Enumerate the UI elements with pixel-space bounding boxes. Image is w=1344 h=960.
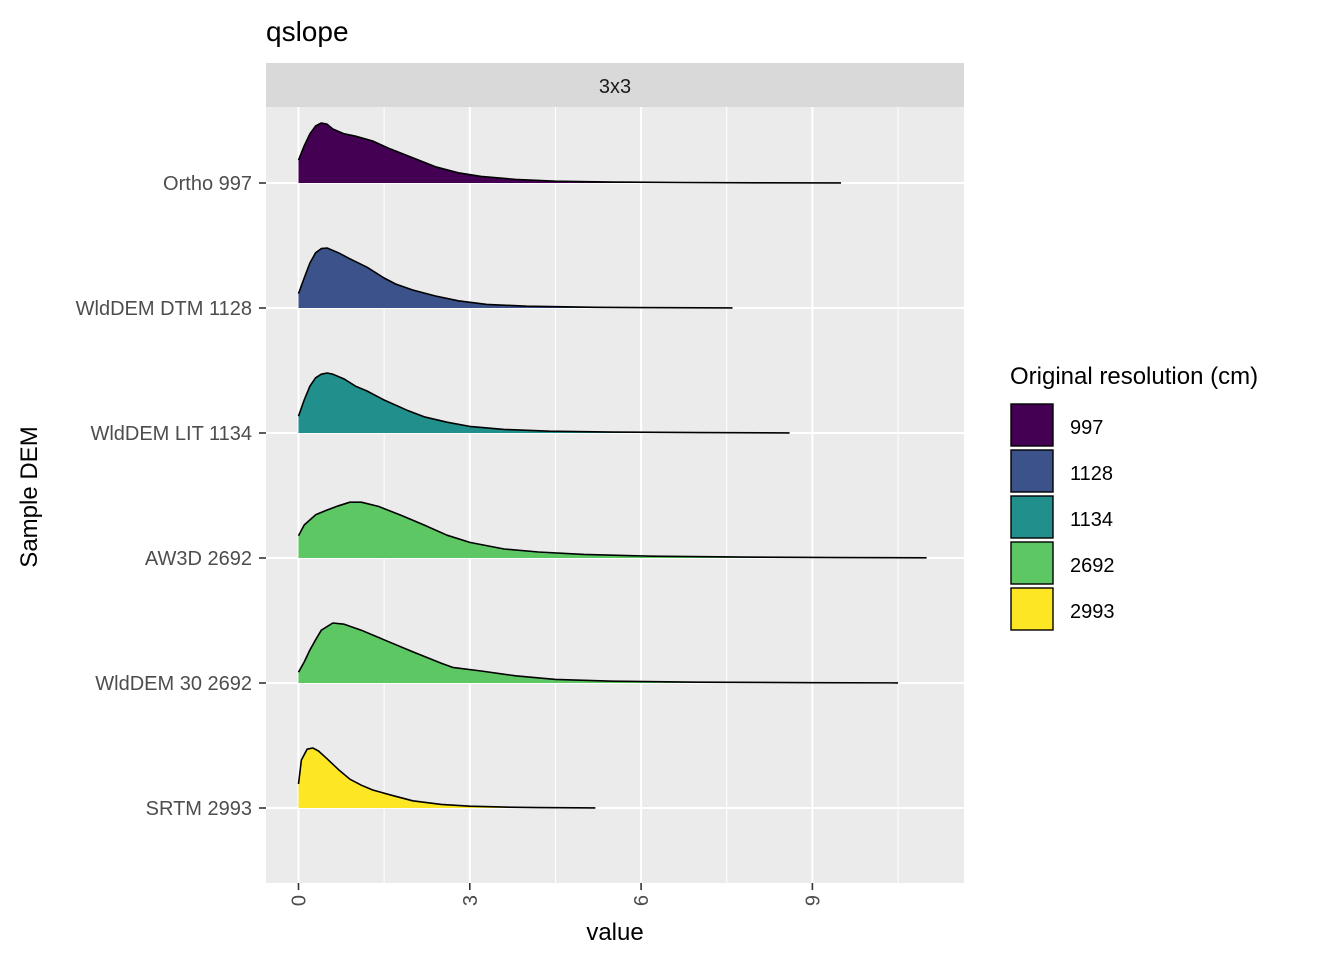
legend-label: 2692 [1070,555,1115,577]
ridge-outline [297,622,899,684]
ridge-outline [297,247,733,309]
x-tick-label: 6 [631,895,653,906]
ridge-outline [297,501,927,559]
legend-label: 1128 [1070,463,1113,485]
legend-label: 997 [1070,417,1103,439]
legend-items: 997 1128 1134 2692 2993 [1010,403,1115,631]
ridge-outline [297,747,596,809]
ridge-fill [298,748,596,808]
legend: Original resolution (cm) 997 1128 1134 2692… [1010,363,1258,631]
ridge-fill [298,623,899,683]
x-tick-label: 9 [802,895,824,906]
y-tick-label: WldDEM LIT 1134 [90,423,252,445]
legend-label: 1134 [1070,509,1113,531]
y-tick-label: WldDEM DTM 1128 [76,298,252,320]
x-axis-title: value [586,919,643,946]
ridges [297,122,927,809]
ridge-fill [298,248,733,308]
x-tick-label: 3 [460,895,482,906]
legend-swatch [1010,495,1054,539]
y-tick-label: WldDEM 30 2692 [95,673,252,695]
legend-label: 2993 [1070,601,1115,623]
y-tick-label: SRTM 2993 [146,798,252,820]
ridge-outline [297,122,842,184]
facet-label: 3x3 [599,76,631,98]
ridge-fill [298,123,841,183]
legend-swatch [1010,541,1054,585]
y-tick-label: AW3D 2692 [145,548,252,570]
legend-swatch [1010,587,1054,631]
plot-panel [266,107,964,883]
legend-swatch [1010,403,1054,447]
y-axis-title: Sample DEM [16,426,43,567]
y-tick-label: Ortho 997 [163,173,252,195]
legend-title: Original resolution (cm) [1010,363,1258,390]
x-tick-label: 0 [289,895,311,906]
y-axis: Ortho 997 WldDEM DTM 1128 WldDEM LIT 1134 A… [76,173,266,820]
chart-title: qslope [266,16,349,47]
ridge-outline [297,372,790,434]
legend-swatch [1010,449,1054,493]
x-axis: 0 3 6 9 [289,883,824,906]
facet-strip [266,63,964,107]
ridge-fill [298,502,927,558]
ridge-fill [298,373,790,433]
